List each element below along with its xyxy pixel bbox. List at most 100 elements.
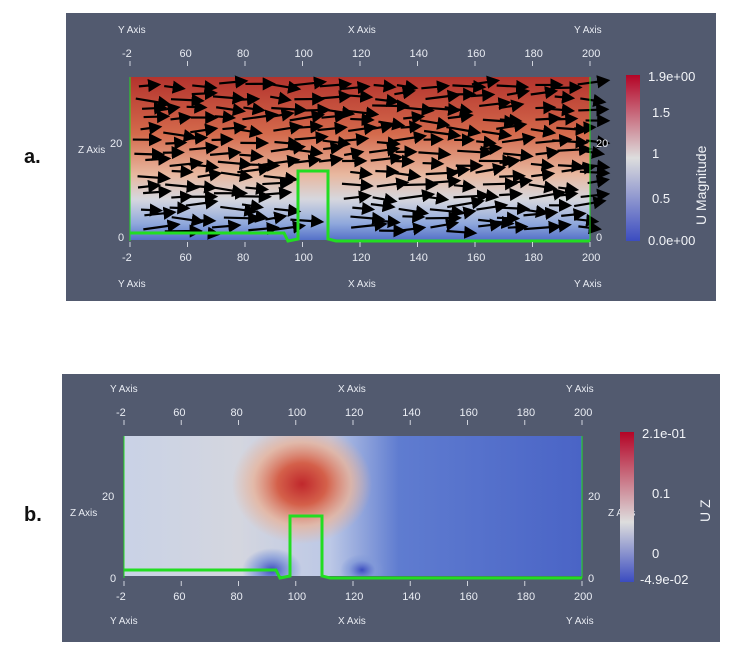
velocity-arrow (430, 218, 460, 232)
velocity-arrow (270, 91, 292, 105)
velocity-arrow (535, 101, 557, 115)
velocity-arrow (239, 149, 265, 163)
x-tick-top-4: 120 (345, 407, 363, 419)
velocity-arrow (369, 143, 401, 157)
velocity-arrow (394, 86, 416, 100)
x-tick-top-3: 100 (288, 407, 306, 419)
obstacle-outline (130, 169, 590, 243)
velocity-arrow (552, 135, 589, 149)
velocity-arrow (242, 109, 279, 123)
velocity-arrow (531, 168, 556, 182)
velocity-arrow (400, 120, 423, 134)
velocity-arrow (248, 222, 280, 236)
velocity-arrow (214, 110, 237, 124)
velocity-arrow (398, 189, 436, 203)
velocity-arrow (375, 164, 400, 179)
y-axis-title-bottom-right: Y Axis (574, 279, 602, 290)
x-tick-bottom-0: -2 (116, 591, 126, 603)
velocity-arrow (573, 213, 600, 227)
velocity-arrow (528, 187, 567, 201)
z-tick-20: 20 (110, 138, 122, 150)
x-tick-bottom-2: 80 (231, 591, 243, 603)
velocity-arrow (265, 211, 288, 225)
velocity-arrow (523, 206, 559, 220)
velocity-arrow (169, 157, 204, 171)
x-tick-bottom-7: 180 (525, 252, 543, 264)
velocity-arrow (171, 190, 194, 204)
velocity-arrow (370, 199, 396, 213)
velocity-arrow (274, 203, 302, 217)
x-tick-bottom-2: 80 (237, 252, 249, 264)
x-tick-bottom-7: 180 (517, 591, 535, 603)
velocity-arrow (557, 159, 585, 173)
colorbar (626, 75, 640, 241)
velocity-arrow (141, 101, 168, 115)
velocity-arrow (294, 131, 329, 145)
velocity-arrow (446, 124, 482, 138)
velocity-arrow (550, 103, 576, 117)
velocity-arrow (375, 93, 400, 108)
velocity-arrow (427, 191, 450, 205)
x-tick-top-3: 100 (295, 48, 313, 60)
velocity-arrow (341, 178, 374, 192)
x-tick-bottom-5: 140 (402, 591, 420, 603)
panel-b-figure: Y Axis X Axis Y Axis Y Axis X Axis Y Axi… (70, 384, 713, 627)
x-tick-bottom-3: 100 (295, 252, 313, 264)
panel-a: Y Axis X Axis Y Axis Y Axis X Axis Y Axi… (66, 13, 716, 301)
velocity-arrow (342, 80, 371, 95)
velocity-arrow (211, 133, 234, 147)
velocity-arrow (555, 112, 579, 126)
velocity-arrow (578, 221, 602, 235)
velocity-arrow (535, 146, 560, 160)
velocity-arrow (453, 179, 476, 193)
velocity-arrow (425, 89, 461, 103)
velocity-arrow (507, 220, 529, 234)
velocity-arrow (223, 211, 262, 225)
velocity-arrow (243, 102, 266, 116)
velocity-arrow (376, 136, 401, 150)
z-axis-title: Z Axis (78, 145, 105, 156)
velocity-arrow (580, 93, 607, 107)
velocity-arrow (209, 146, 242, 160)
z-tick-20-right: 20 (588, 491, 600, 503)
z-tick-0: 0 (110, 573, 116, 585)
z-tick-0: 0 (118, 232, 124, 244)
x-tick-top-4: 120 (352, 48, 370, 60)
velocity-arrow (580, 188, 611, 202)
velocity-arrow (217, 157, 253, 171)
velocity-arrow (222, 121, 248, 135)
velocity-arrow (219, 75, 249, 89)
velocity-arrow (392, 154, 416, 168)
velocity-arrow (163, 129, 197, 143)
velocity-arrow (554, 90, 576, 104)
x-tick-bottom-4: 120 (345, 591, 363, 603)
obstacle-outline (124, 514, 582, 580)
velocity-arrow (348, 122, 378, 136)
colorbar-title: U Z (697, 499, 713, 522)
velocity-arrow (137, 171, 171, 185)
z-tick-20: 20 (102, 491, 114, 503)
x-tick-top-0: -2 (122, 48, 132, 60)
panel-label-a: a. (24, 146, 41, 168)
y-axis-title-bottom-left: Y Axis (110, 616, 138, 627)
x-tick-top-0: -2 (116, 407, 126, 419)
velocity-arrow (501, 132, 536, 146)
velocity-arrow (188, 159, 220, 173)
z-axis-title: Z Axis (70, 508, 97, 519)
velocity-arrow (478, 218, 504, 232)
velocity-arrow (191, 86, 218, 101)
velocity-arrow (262, 176, 294, 190)
velocity-arrow (573, 196, 607, 210)
velocity-arrow (403, 111, 426, 125)
velocity-arrow (294, 154, 322, 168)
velocity-arrow (341, 132, 370, 147)
velocity-arrow (289, 145, 324, 159)
x-tick-bottom-6: 160 (467, 252, 485, 264)
velocity-arrow (504, 175, 533, 189)
velocity-arrow (530, 124, 557, 138)
velocity-arrow (506, 86, 531, 100)
velocity-arrow (245, 181, 270, 196)
velocity-arrow (165, 136, 188, 150)
velocity-arrow (502, 148, 534, 162)
velocity-arrow (577, 75, 611, 89)
